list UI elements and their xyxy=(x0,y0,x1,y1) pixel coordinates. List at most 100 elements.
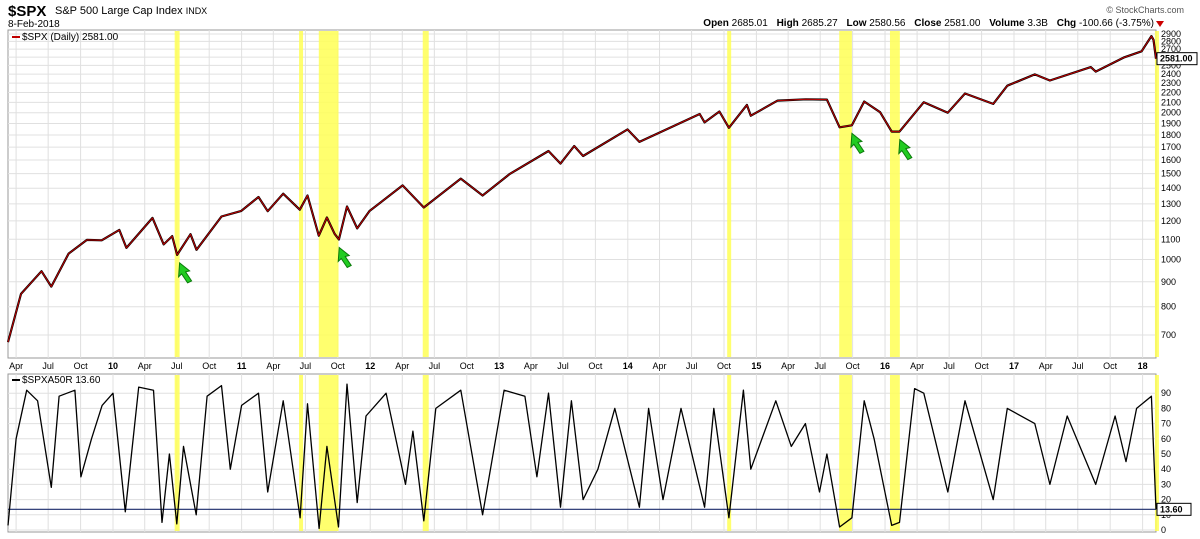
price-y-tick: 2400 xyxy=(1161,69,1181,79)
x-tick-year: 15 xyxy=(751,361,761,371)
price-highlight-band xyxy=(299,31,304,357)
x-tick-month: Jul xyxy=(814,361,826,371)
low-label: Low xyxy=(846,18,867,29)
quote-bar: Open 2685.01 High 2685.27 Low 2580.56 Cl… xyxy=(697,18,1154,29)
x-tick-month: Oct xyxy=(331,361,346,371)
x-tick-month: Oct xyxy=(202,361,217,371)
symbol: $SPX xyxy=(8,3,47,20)
x-tick-month: Oct xyxy=(975,361,990,371)
price-y-tick: 1500 xyxy=(1161,169,1181,179)
x-tick-month: Oct xyxy=(460,361,475,371)
x-tick-year: 14 xyxy=(623,361,633,371)
price-y-tick: 1000 xyxy=(1161,254,1181,264)
chart-date: 8-Feb-2018 xyxy=(8,19,60,30)
x-tick-year: 10 xyxy=(108,361,118,371)
x-tick-month: Apr xyxy=(781,361,795,371)
price-highlight-band xyxy=(422,31,429,357)
x-tick-year: 16 xyxy=(880,361,890,371)
indicator-pane-frame xyxy=(7,373,1157,533)
price-last-value: 2581.00 xyxy=(1160,54,1193,64)
price-y-tick: 1100 xyxy=(1161,234,1180,244)
x-tick-month: Oct xyxy=(588,361,603,371)
price-highlight-band xyxy=(1154,31,1159,357)
x-tick-month: Apr xyxy=(395,361,409,371)
indicator-y-tick: 0 xyxy=(1161,525,1166,535)
volume-value: 3.3B xyxy=(1027,18,1048,29)
price-y-tick: 2800 xyxy=(1161,36,1181,46)
x-tick-month: Jul xyxy=(300,361,312,371)
x-tick-month: Oct xyxy=(717,361,732,371)
green-arrow-icon xyxy=(337,246,352,269)
price-y-tick: 2000 xyxy=(1161,108,1181,118)
indicator-y-tick: 60 xyxy=(1161,434,1171,444)
price-y-tick: 2300 xyxy=(1161,78,1181,88)
x-tick-month: Apr xyxy=(910,361,924,371)
symbol-name: S&P 500 Large Cap Index INDX xyxy=(55,5,207,17)
high-label: High xyxy=(776,18,799,29)
x-tick-month: Apr xyxy=(9,361,23,371)
instrument-name: S&P 500 Large Cap Index xyxy=(55,5,183,17)
x-tick-month: Jul xyxy=(943,361,955,371)
indicator-y-tick: 20 xyxy=(1161,495,1171,505)
price-last-value-box xyxy=(1156,52,1198,66)
price-series-line xyxy=(7,35,1157,343)
indicator-highlight-band xyxy=(299,375,304,531)
green-arrow-icon xyxy=(898,138,913,161)
x-tick-month: Jul xyxy=(429,361,441,371)
low-value: 2580.56 xyxy=(869,18,906,29)
chg-label: Chg xyxy=(1056,18,1077,29)
price-highlight-band xyxy=(727,31,732,357)
price-y-tick: 2500 xyxy=(1161,60,1181,70)
close-label: Close xyxy=(914,18,942,29)
price-y-tick: 1600 xyxy=(1161,155,1181,165)
indicator-highlight-band xyxy=(839,375,852,531)
indicator-y-tick: 90 xyxy=(1161,388,1171,398)
indicator-highlight-band xyxy=(1154,375,1159,531)
price-y-tick: 900 xyxy=(1161,277,1176,287)
price-highlight-band xyxy=(318,31,339,357)
indicator-series-label: $SPXA50R 13.60 xyxy=(22,375,101,386)
price-y-tick: 2200 xyxy=(1161,88,1181,98)
brand: © StockCharts.com xyxy=(1106,5,1184,15)
chart-header: $SPX S&P 500 Large Cap Index INDX 8-Feb-… xyxy=(0,0,1200,30)
indicator-y-tick: 70 xyxy=(1161,419,1171,429)
x-tick-month: Jul xyxy=(171,361,183,371)
price-y-tick: 2100 xyxy=(1161,97,1181,107)
x-tick-month: Oct xyxy=(846,361,861,371)
x-tick-month: Apr xyxy=(1039,361,1053,371)
price-highlight-band xyxy=(889,31,900,357)
indicator-series-line xyxy=(7,383,1157,530)
indicator-last-value: 13.60 xyxy=(1160,504,1183,514)
chg-value: -100.66 (-3.75%) xyxy=(1078,18,1154,29)
price-y-tick: 1200 xyxy=(1161,216,1181,226)
down-triangle-icon xyxy=(1156,21,1164,27)
x-tick-month: Apr xyxy=(138,361,152,371)
indicator-highlight-band xyxy=(422,375,429,531)
exchange: INDX xyxy=(185,6,208,16)
price-y-tick: 1800 xyxy=(1161,130,1181,140)
x-tick-month: Oct xyxy=(74,361,89,371)
indicator-highlight-band xyxy=(889,375,900,531)
indicator-last-value-box xyxy=(1156,502,1192,516)
indicator-y-tick: 50 xyxy=(1161,449,1171,459)
green-arrow-icon xyxy=(850,132,865,154)
price-highlight-band xyxy=(174,31,180,357)
x-tick-year: 17 xyxy=(1009,361,1019,371)
close-value: 2581.00 xyxy=(944,18,981,29)
open-label: Open xyxy=(703,18,729,29)
x-tick-month: Jul xyxy=(686,361,698,371)
x-tick-month: Apr xyxy=(524,361,538,371)
price-y-tick: 2900 xyxy=(1161,29,1181,39)
price-y-tick: 1300 xyxy=(1161,199,1181,209)
x-tick-year: 12 xyxy=(365,361,375,371)
x-tick-year: 18 xyxy=(1138,361,1148,371)
x-tick-month: Oct xyxy=(1103,361,1118,371)
green-arrow-icon xyxy=(178,261,193,284)
price-y-tick: 800 xyxy=(1161,302,1176,312)
indicator-y-tick: 80 xyxy=(1161,403,1171,413)
x-tick-month: Apr xyxy=(266,361,280,371)
price-y-tick: 2700 xyxy=(1161,44,1181,54)
x-tick-month: Apr xyxy=(653,361,667,371)
x-tick-month: Jul xyxy=(1072,361,1084,371)
